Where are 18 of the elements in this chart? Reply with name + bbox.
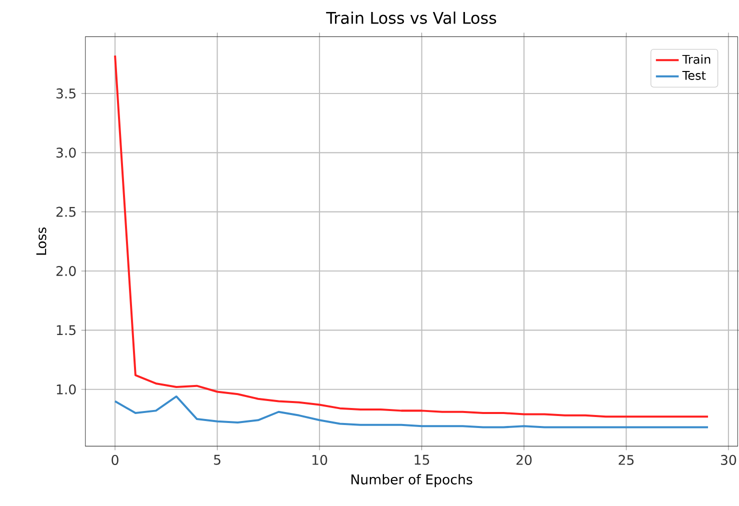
chart-title: Train Loss vs Val Loss (326, 11, 496, 24)
x-tick-label: 10 (312, 454, 328, 465)
x-tick-label: 5 (214, 454, 220, 465)
x-tick-label: 30 (721, 454, 736, 465)
x-tick-label: 15 (414, 454, 430, 465)
y-tick-label: 1.0 (56, 384, 76, 394)
legend-label: Train (682, 54, 710, 64)
y-tick-label: 2.5 (56, 206, 76, 217)
x-axis-title: Number of Epochs (351, 474, 472, 487)
y-axis-title: Loss (36, 227, 46, 255)
y-tick-label: 2.0 (56, 266, 76, 276)
x-tick-label: 0 (112, 454, 118, 465)
x-tick-label: 25 (618, 454, 634, 465)
y-tick-label: 3.0 (56, 147, 76, 158)
x-tick-label: 20 (516, 454, 532, 465)
y-tick-label: 3.5 (56, 88, 76, 98)
legend-label: Test (682, 70, 706, 80)
y-tick-label: 1.5 (56, 325, 76, 336)
